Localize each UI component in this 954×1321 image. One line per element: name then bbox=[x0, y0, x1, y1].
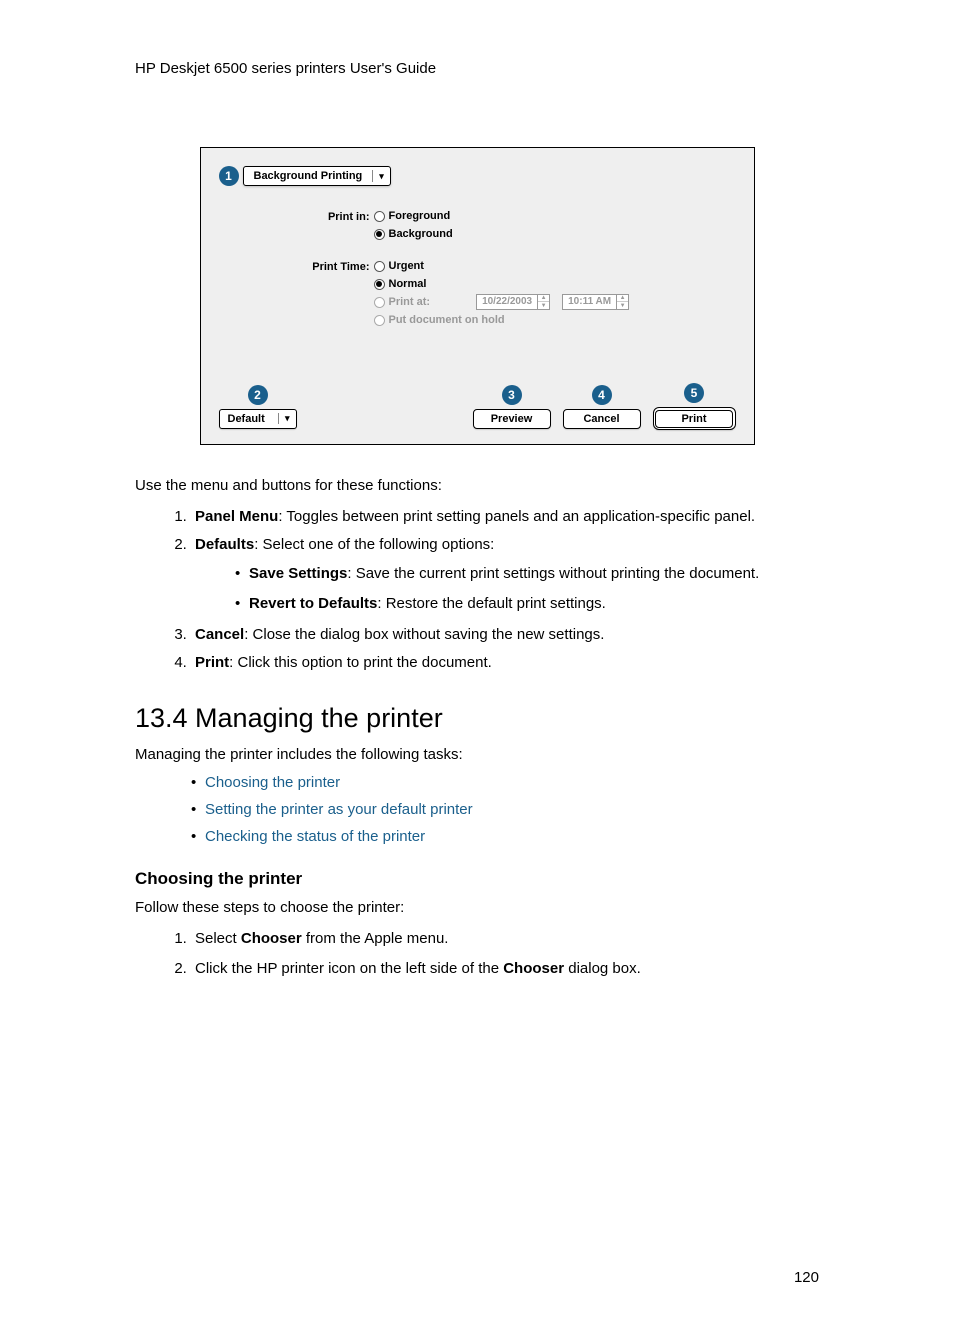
item-text: : Restore the default print settings. bbox=[377, 595, 605, 612]
intro-text: Use the menu and buttons for these funct… bbox=[135, 475, 819, 498]
time-value: 10:11 AM bbox=[563, 294, 616, 310]
normal-option-text: Normal bbox=[389, 276, 427, 292]
callout-badge-5: 5 bbox=[684, 383, 704, 403]
choosing-intro: Follow these steps to choose the printer… bbox=[135, 897, 819, 920]
dialog-screenshot: 1 Background Printing ▾ Print in: Foregr… bbox=[200, 147, 755, 445]
item-bold: Save Settings bbox=[249, 565, 347, 582]
item-bold: Print bbox=[195, 654, 229, 671]
list-item: Click the HP printer icon on the left si… bbox=[191, 958, 819, 981]
hold-radio[interactable] bbox=[374, 315, 385, 326]
choosing-printer-link[interactable]: Choosing the printer bbox=[205, 774, 340, 791]
dropdown-arrow-icon: ▾ bbox=[373, 171, 390, 182]
list-item: Checking the status of the printer bbox=[191, 828, 819, 845]
hold-option-text: Put document on hold bbox=[389, 312, 505, 328]
item-text: : Close the dialog box without saving th… bbox=[244, 626, 604, 643]
preview-button[interactable]: Preview bbox=[473, 409, 551, 429]
callout-badge-1: 1 bbox=[219, 166, 239, 186]
list-item: Cancel: Close the dialog box without sav… bbox=[191, 624, 819, 647]
item-bold: Cancel bbox=[195, 626, 244, 643]
foreground-radio[interactable] bbox=[374, 211, 385, 222]
panel-menu-dropdown[interactable]: Background Printing ▾ bbox=[243, 166, 391, 186]
defaults-label: Default bbox=[220, 413, 278, 425]
urgent-radio[interactable] bbox=[374, 261, 385, 272]
page-number: 120 bbox=[794, 1269, 819, 1286]
callout-badge-2: 2 bbox=[248, 385, 268, 405]
print-time-label: Print Time: bbox=[219, 258, 374, 276]
normal-radio[interactable] bbox=[374, 279, 385, 290]
step-text: Click the HP printer icon on the left si… bbox=[195, 960, 503, 977]
callout-badge-4: 4 bbox=[592, 385, 612, 405]
item-bold: Panel Menu bbox=[195, 508, 278, 525]
step-text: Select bbox=[195, 930, 241, 947]
background-option-text: Background bbox=[389, 226, 453, 242]
list-item: Panel Menu: Toggles between print settin… bbox=[191, 506, 819, 529]
item-text: : Click this option to print the documen… bbox=[229, 654, 492, 671]
date-value: 10/22/2003 bbox=[477, 294, 537, 310]
dropdown-arrow-icon: ▾ bbox=[278, 413, 296, 424]
section-heading: 13.4 Managing the printer bbox=[135, 703, 819, 734]
list-item: Select Chooser from the Apple menu. bbox=[191, 928, 819, 951]
step-bold: Chooser bbox=[241, 930, 302, 947]
list-item: Defaults: Select one of the following op… bbox=[191, 534, 819, 616]
step-text: from the Apple menu. bbox=[302, 930, 449, 947]
section-intro: Managing the printer includes the follow… bbox=[135, 744, 819, 767]
print-at-radio[interactable] bbox=[374, 297, 385, 308]
list-item: Print: Click this option to print the do… bbox=[191, 652, 819, 675]
item-bold: Revert to Defaults bbox=[249, 595, 377, 612]
date-field[interactable]: 10/22/2003 ▲▼ bbox=[476, 294, 550, 310]
default-printer-link[interactable]: Setting the printer as your default prin… bbox=[205, 801, 473, 818]
print-in-label: Print in: bbox=[219, 208, 374, 226]
defaults-dropdown[interactable]: Default ▾ bbox=[219, 409, 297, 429]
time-spinner-icon: ▲▼ bbox=[616, 295, 628, 309]
item-text: : Toggles between print setting panels a… bbox=[278, 508, 755, 525]
item-bold: Defaults bbox=[195, 536, 254, 553]
list-item: Setting the printer as your default prin… bbox=[191, 801, 819, 818]
step-bold: Chooser bbox=[503, 960, 564, 977]
list-item: Save Settings: Save the current print se… bbox=[235, 563, 819, 586]
foreground-option-text: Foreground bbox=[389, 208, 451, 224]
page-header: HP Deskjet 6500 series printers User's G… bbox=[135, 60, 819, 77]
choosing-heading: Choosing the printer bbox=[135, 869, 819, 889]
print-button-label: Print bbox=[655, 410, 733, 428]
time-field[interactable]: 10:11 AM ▲▼ bbox=[562, 294, 629, 310]
cancel-button[interactable]: Cancel bbox=[563, 409, 641, 429]
task-link-list: Choosing the printer Setting the printer… bbox=[191, 774, 819, 845]
background-radio[interactable] bbox=[374, 229, 385, 240]
item-text: : Select one of the following options: bbox=[254, 536, 494, 553]
step-text: dialog box. bbox=[564, 960, 641, 977]
date-spinner-icon: ▲▼ bbox=[537, 295, 549, 309]
print-at-option-text: Print at: bbox=[389, 294, 431, 310]
item-text: : Save the current print settings withou… bbox=[347, 565, 759, 582]
functions-list: Panel Menu: Toggles between print settin… bbox=[191, 506, 819, 675]
panel-menu-label: Background Printing bbox=[244, 170, 374, 182]
print-button[interactable]: Print bbox=[653, 407, 736, 430]
urgent-option-text: Urgent bbox=[389, 258, 424, 274]
list-item: Revert to Defaults: Restore the default … bbox=[235, 593, 819, 616]
printer-status-link[interactable]: Checking the status of the printer bbox=[205, 828, 425, 845]
callout-badge-3: 3 bbox=[502, 385, 522, 405]
choosing-steps: Select Chooser from the Apple menu. Clic… bbox=[191, 928, 819, 981]
list-item: Choosing the printer bbox=[191, 774, 819, 791]
